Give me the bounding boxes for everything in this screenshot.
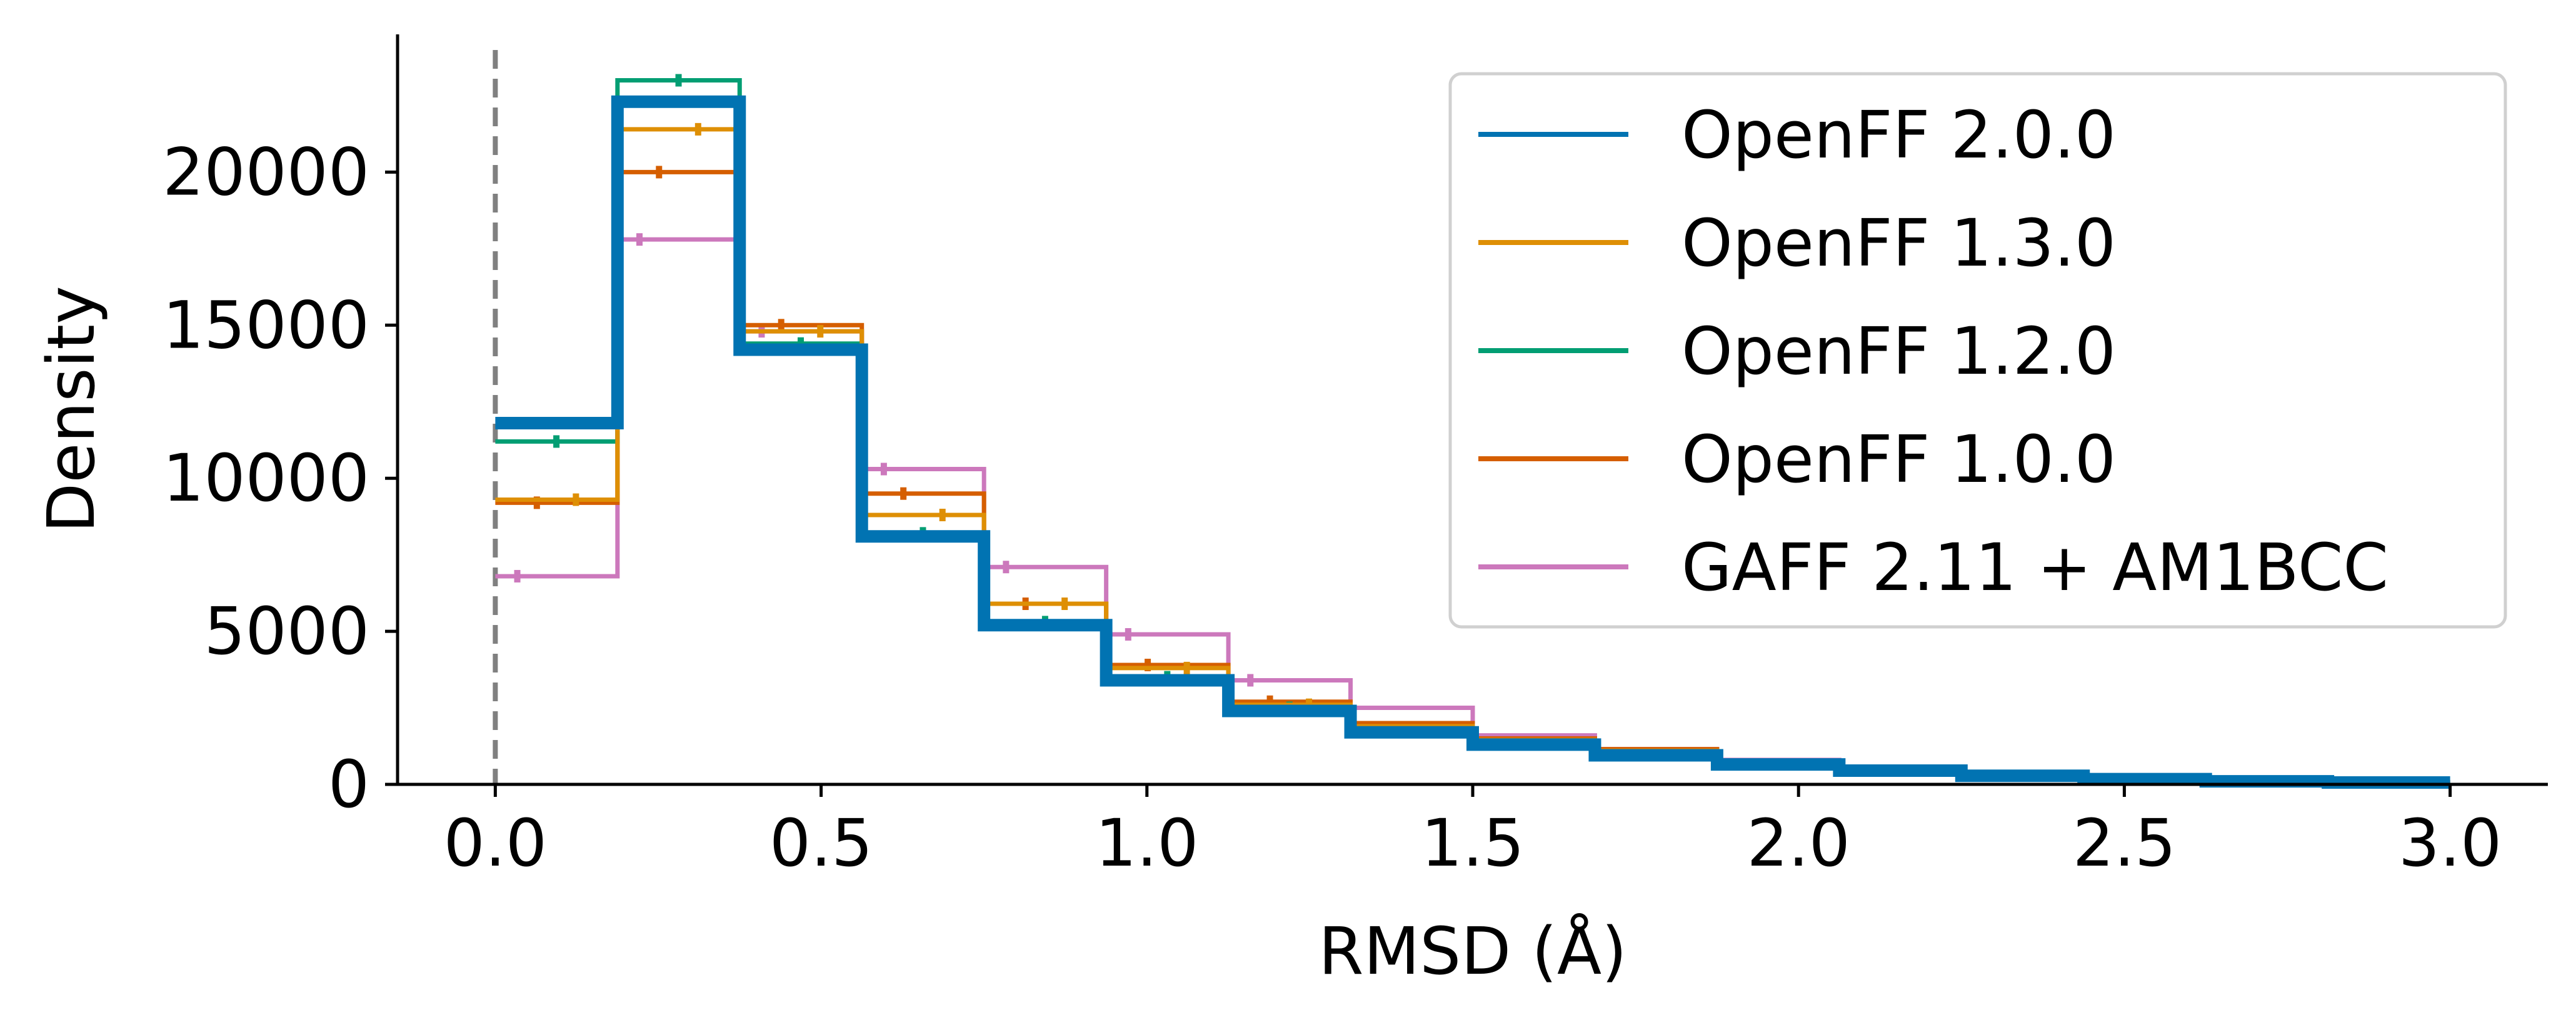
y-tick-label: 10000 <box>163 440 369 516</box>
series-openff-2-0-0 <box>495 95 2450 789</box>
legend-item: OpenFF 1.2.0 <box>1478 313 2116 389</box>
y-tick-label: 20000 <box>163 134 369 210</box>
legend-frame <box>1448 72 2507 629</box>
legend-label: GAFF 2.11 + AM1BCC <box>1681 529 2388 606</box>
x-tick-label: 2.5 <box>2073 805 2176 881</box>
histogram-marks <box>493 50 2450 789</box>
legend-items: OpenFF 2.0.0 OpenFF 1.3.0 OpenFF 1.2.0 Open… <box>1478 97 2388 606</box>
legend-label: OpenFF 1.0.0 <box>1681 421 2116 498</box>
x-tick-label: 0.0 <box>444 805 547 881</box>
x-tick-label: 1.5 <box>1421 805 1524 881</box>
y-axis-label: Density <box>33 286 109 532</box>
legend-item: OpenFF 1.3.0 <box>1478 205 2116 281</box>
x-tick-label: 1.0 <box>1095 805 1198 881</box>
legend-label: OpenFF 1.3.0 <box>1681 205 2116 281</box>
x-ticks: 0.0 0.5 1.0 1.5 2.0 2.5 3.0 <box>444 784 2502 881</box>
x-tick-label: 3.0 <box>2398 805 2502 881</box>
y-ticks: 0 5000 10000 15000 20000 <box>163 134 398 822</box>
y-tick-label: 15000 <box>163 287 369 363</box>
y-tick-label: 0 <box>328 746 369 822</box>
legend-label: OpenFF 2.0.0 <box>1681 97 2116 173</box>
x-tick-label: 0.5 <box>769 805 873 881</box>
legend-item: OpenFF 1.0.0 <box>1478 421 2116 498</box>
legend-item: GAFF 2.11 + AM1BCC <box>1478 529 2388 606</box>
x-axis-label: RMSD (Å) <box>1318 913 1626 989</box>
axes: 0.0 0.5 1.0 1.5 2.0 2.5 3.0 0 5000 10000 15000 200… <box>33 34 2548 989</box>
step-line <box>495 95 2450 789</box>
legend-item: OpenFF 2.0.0 <box>1478 97 2116 173</box>
y-tick-label: 5000 <box>204 593 369 669</box>
x-tick-label: 2.0 <box>1747 805 1850 881</box>
legend-label: OpenFF 1.2.0 <box>1681 313 2116 389</box>
legend: OpenFF 2.0.0 OpenFF 1.3.0 OpenFF 1.2.0 Open… <box>1448 72 2507 629</box>
